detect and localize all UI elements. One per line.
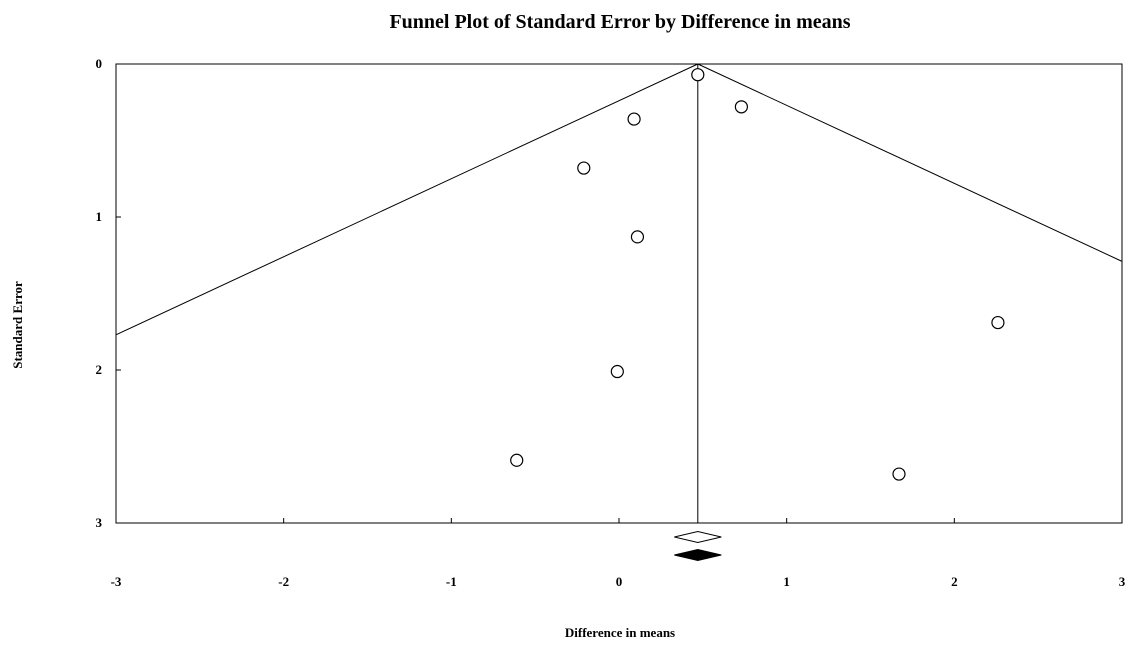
y-tick-label: 0 xyxy=(96,56,103,71)
x-tick-label: 2 xyxy=(951,574,958,589)
study-point xyxy=(510,453,524,467)
summary-diamonds xyxy=(674,530,722,562)
x-tick-label: 0 xyxy=(616,574,623,589)
study-point xyxy=(991,315,1005,330)
study-point xyxy=(892,467,906,481)
x-axis-label: Difference in means xyxy=(565,625,675,640)
funnel-left-edge xyxy=(115,63,699,336)
funnel-right-edge xyxy=(697,63,1123,262)
study-point xyxy=(610,364,624,379)
funnel-lines xyxy=(115,63,1123,523)
study-point xyxy=(630,230,645,244)
y-tick-label: 2 xyxy=(96,362,103,377)
y-tick-label: 1 xyxy=(96,209,103,224)
study-point xyxy=(691,68,705,82)
study-point xyxy=(627,112,641,126)
x-tick-label: -1 xyxy=(446,574,457,589)
study-point xyxy=(734,100,748,114)
summary-diamond-observed xyxy=(674,530,722,544)
x-tick-label: -2 xyxy=(278,574,289,589)
y-axis-ticks: 0 1 2 3 xyxy=(96,56,121,530)
x-tick-label: 3 xyxy=(1119,574,1126,589)
summary-diamond-adjusted xyxy=(674,548,722,562)
plot-frame xyxy=(115,63,1123,524)
x-tick-label: 1 xyxy=(783,574,790,589)
chart-title: Funnel Plot of Standard Error by Differe… xyxy=(389,11,850,33)
study-point xyxy=(577,161,591,175)
x-axis-ticks: -3 -2 -1 0 1 2 3 xyxy=(111,518,1126,589)
x-tick-label: -3 xyxy=(111,574,122,589)
y-axis-label: Standard Error xyxy=(10,281,25,369)
y-tick-label: 3 xyxy=(96,515,103,530)
study-points xyxy=(510,68,1005,481)
